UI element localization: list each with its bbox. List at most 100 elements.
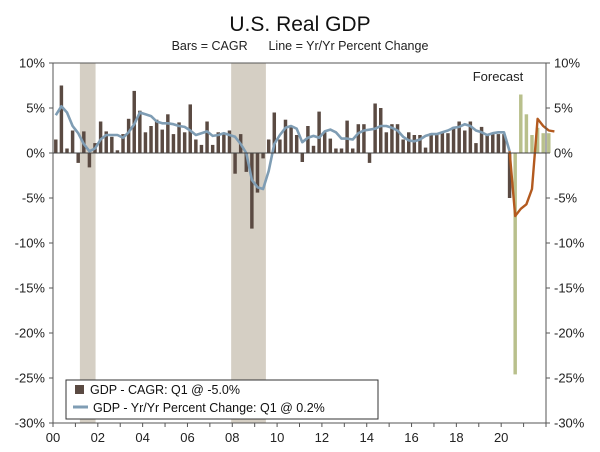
cagr-bar: [227, 130, 232, 153]
cagr-bar: [222, 133, 226, 153]
cagr-bar: [457, 121, 461, 153]
chart-title: U.S. Real GDP: [229, 13, 370, 36]
cagr-bar: [294, 135, 299, 153]
y-tick-label-left: -20%: [15, 326, 46, 341]
cagr-bar: [98, 121, 103, 153]
cagr-bar: [491, 134, 495, 153]
yoy-line-actual: [54, 104, 511, 191]
cagr-bar: [418, 135, 422, 153]
cagr-bar: [115, 150, 120, 153]
cagr-bar: [244, 153, 249, 172]
cagr-bar: [317, 111, 321, 153]
cagr-bar: [451, 126, 456, 153]
cagr-bar: [362, 124, 366, 153]
cagr-bar: [266, 139, 271, 153]
x-tick-label: 10: [270, 430, 284, 445]
cagr-bar: [199, 144, 204, 153]
cagr-bar: [541, 133, 545, 153]
y-tick-label-left: -5%: [22, 191, 46, 206]
cagr-bar: [205, 121, 209, 153]
x-tick-label: 14: [359, 430, 373, 445]
cagr-bar: [530, 135, 534, 153]
cagr-bar: [423, 147, 428, 153]
y-tick-labels-left: 10% 5% 0% -5% -10% -15% -20% -25% -30%: [15, 56, 46, 431]
cagr-bar: [345, 120, 349, 153]
x-tick-label: 12: [315, 430, 329, 445]
cagr-bar: [390, 124, 394, 153]
y-tick-label-left: -30%: [15, 416, 46, 431]
x-tick-label: 06: [180, 430, 194, 445]
y-tick-label-right: -15%: [554, 281, 585, 296]
cagr-bar: [328, 138, 333, 153]
cagr-bar: [513, 153, 517, 375]
bars: [54, 85, 551, 375]
legend-box: [65, 379, 379, 420]
cagr-bar: [126, 118, 131, 153]
x-tick-labels: 00 02 04 06 08 10 12 14 16 18 20: [46, 430, 509, 445]
cagr-bar: [367, 153, 372, 163]
cagr-bar: [468, 121, 473, 153]
cagr-bar: [149, 126, 153, 153]
x-tick-label: 18: [449, 430, 463, 445]
recession-band-1: [231, 63, 266, 423]
cagr-bar: [524, 114, 529, 153]
cagr-bar: [233, 153, 237, 174]
cagr-bar: [166, 114, 170, 153]
y-tick-label-left: -10%: [15, 236, 46, 251]
cagr-bar: [177, 122, 181, 153]
y-tick-label-right: 0%: [554, 146, 573, 161]
cagr-bar: [547, 133, 551, 153]
cagr-bar: [384, 132, 389, 153]
cagr-bar: [479, 126, 484, 153]
cagr-bar: [463, 130, 467, 153]
axes: [49, 62, 550, 427]
y-tick-labels-right: 10% 5% 0% -5% -10% -15% -20% -25% -30%: [554, 56, 585, 431]
cagr-bar: [435, 135, 439, 153]
chart-subtitle: Bars = CAGR Line = Yr/Yr Percent Change: [172, 39, 429, 53]
y-tick-label-right: 5%: [554, 101, 573, 116]
cagr-bar: [502, 134, 506, 153]
cagr-bar: [87, 153, 92, 168]
y-tick-label-right: -20%: [554, 326, 585, 341]
legend-item-cagr: GDP - CAGR: Q1 @ -5.0%: [90, 383, 240, 397]
cagr-bar: [250, 153, 254, 229]
cagr-bar: [401, 139, 405, 153]
recession-shading: [79, 63, 266, 423]
x-tick-label: 02: [91, 430, 105, 445]
recession-band-0: [79, 63, 96, 423]
yoy-line-forecast: [508, 117, 555, 218]
cagr-bar: [182, 132, 187, 153]
lines: [54, 104, 555, 218]
cagr-bar: [194, 139, 198, 153]
cagr-bar: [121, 134, 125, 153]
cagr-bar: [289, 126, 293, 153]
cagr-bar: [474, 143, 478, 153]
cagr-bar: [339, 148, 344, 153]
y-tick-label-left: -15%: [15, 281, 46, 296]
cagr-bar: [507, 153, 512, 198]
cagr-bar: [485, 135, 489, 153]
cagr-bar: [261, 153, 265, 159]
cagr-bar: [300, 153, 305, 162]
forecast-annotation: Forecast: [473, 69, 524, 84]
legend-item-yoy: GDP - Yr/Yr Percent Change: Q1 @ 0.2%: [93, 401, 325, 415]
cagr-bar: [65, 148, 69, 153]
cagr-bar: [70, 130, 75, 153]
cagr-bar: [350, 148, 355, 153]
cagr-bar: [255, 153, 260, 193]
cagr-bar: [154, 119, 159, 153]
y-tick-label-left: 0%: [26, 146, 45, 161]
cagr-bar: [59, 85, 64, 153]
cagr-bar: [210, 144, 215, 153]
y-tick-label-right: -5%: [554, 191, 578, 206]
cagr-bar: [407, 132, 411, 153]
cagr-bar: [104, 131, 108, 153]
cagr-bar: [283, 119, 288, 153]
x-tick-label: 08: [225, 430, 239, 445]
cagr-bar: [54, 139, 58, 153]
cagr-bar: [446, 133, 450, 153]
cagr-bar: [311, 145, 316, 153]
cagr-bar: [272, 112, 277, 153]
